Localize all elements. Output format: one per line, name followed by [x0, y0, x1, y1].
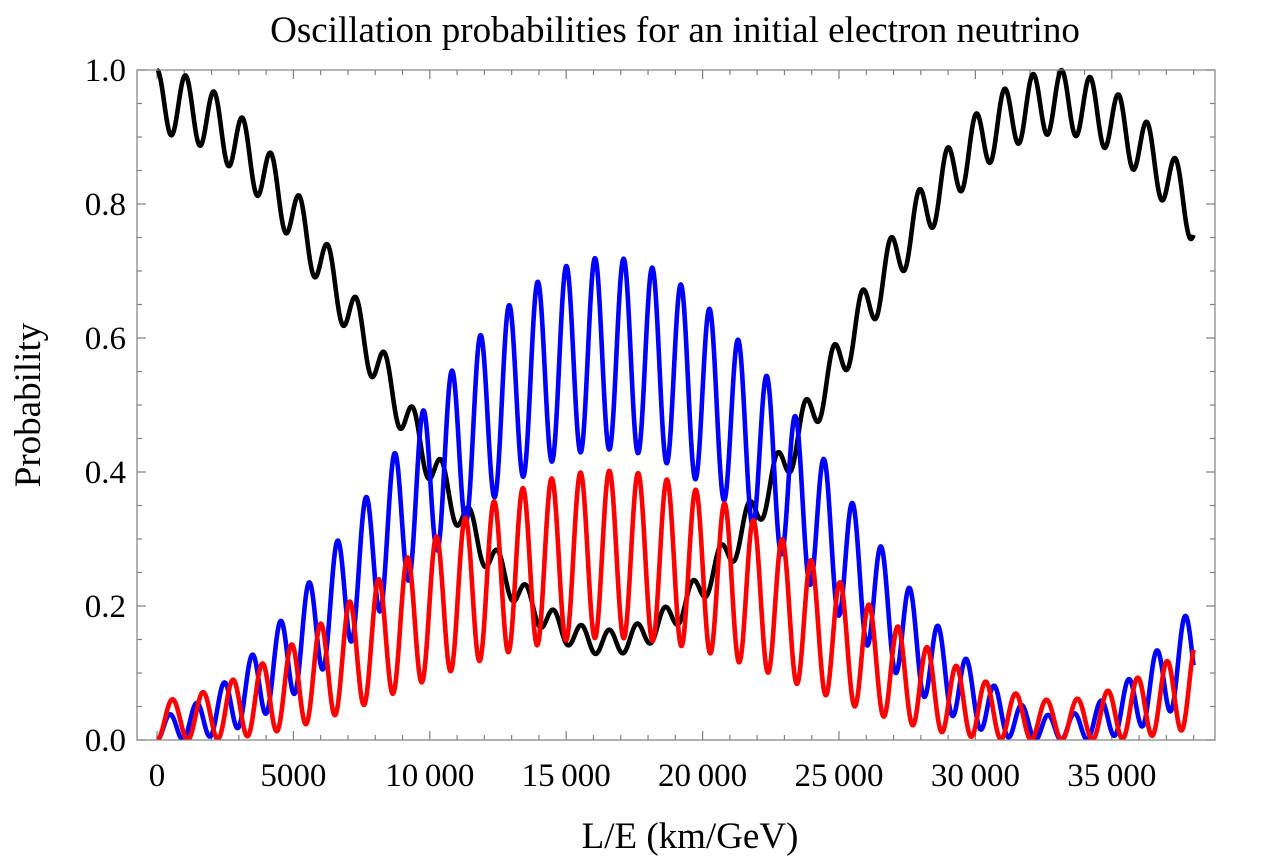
series-line-e-to-tau: [155, 468, 1196, 740]
tick-labels: 0 5000 10 000 15 000 20 000 25 000 30 000 35 00…: [85, 53, 1157, 794]
x-tick-label: 5000: [260, 758, 326, 794]
x-tick-label: 35 000: [1067, 758, 1156, 794]
y-tick-label: 0.0: [85, 723, 126, 759]
y-tick-label: 0.6: [85, 321, 126, 357]
x-tick-label: 25 000: [794, 758, 883, 794]
y-tick-label: 0.2: [85, 589, 126, 625]
x-tick-label: 10 000: [385, 758, 474, 794]
axis-ticks: [137, 69, 1215, 741]
x-tick-label: 15 000: [522, 758, 611, 794]
y-tick-label: 0.4: [85, 455, 126, 491]
plot-frame: [136, 69, 1216, 741]
x-tick-label: 20 000: [658, 758, 747, 794]
x-tick-label: 30 000: [931, 758, 1020, 794]
x-axis-label: L/E (km/GeV): [582, 816, 799, 857]
y-tick-label: 0.8: [85, 187, 126, 223]
chart-title: Oscillation probabilities for an initial…: [270, 10, 1080, 51]
x-tick-label: 0: [149, 758, 166, 794]
plot-area: [155, 67, 1196, 740]
series-line-e-to-e: [155, 67, 1196, 657]
y-tick-label: 1.0: [85, 53, 126, 89]
y-axis-label: Probability: [8, 322, 49, 487]
